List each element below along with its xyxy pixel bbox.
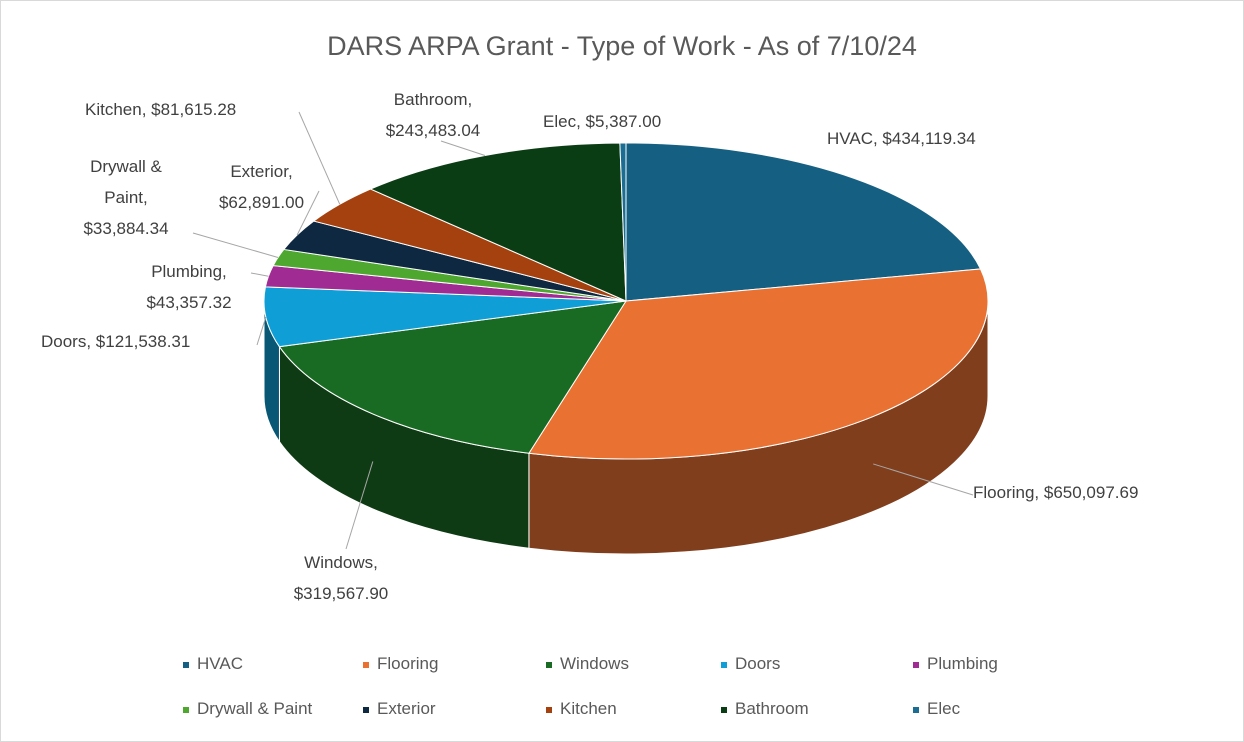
data-label: Drywall & Paint, $33,884.34 [83,157,169,238]
chart-title: DARS ARPA Grant - Type of Work - As of 7… [327,31,917,61]
legend-swatch [363,707,369,713]
leader-line [298,111,341,205]
data-label: Plumbing, $43,357.32 [146,262,232,312]
data-label: HVAC, $434,119.34 [827,129,976,148]
slice [528,268,989,460]
legend-label: Elec [927,699,961,718]
leader-line [440,140,486,156]
leader-line [256,316,267,346]
legend-label: Doors [735,654,781,673]
legend-label: HVAC [197,654,243,673]
slice [263,286,627,348]
legend-swatch [913,707,919,713]
leader-line [250,272,269,277]
data-label: Elec, $5,387.00 [543,112,662,131]
data-label: Bathroom, $243,483.04 [385,90,481,140]
leader-line [345,461,374,550]
legend-swatch [183,707,189,713]
leader-line [192,232,279,258]
legend-label: Exterior [377,699,436,718]
legend-swatch [183,662,189,668]
legend-label: Kitchen [560,699,617,718]
legend-swatch [721,662,727,668]
slice [625,142,982,302]
data-label: Kitchen, $81,615.28 [85,100,237,119]
legend-swatch [913,662,919,668]
legend-label: Drywall & Paint [197,699,313,718]
legend-label: Plumbing [927,654,998,673]
slice [278,300,627,454]
slice [619,142,627,302]
leader-line [873,463,974,496]
legend-label: Flooring [377,654,439,673]
legend-label: Windows [560,654,629,673]
legend-swatch [546,662,552,668]
data-label: Exterior, $62,891.00 [218,162,305,212]
data-label: Windows, $319,567.90 [293,553,389,603]
legend-swatch [546,707,552,713]
leader-line [296,190,320,236]
legend-swatch [363,662,369,668]
legend-swatch [721,707,727,713]
data-label: Flooring, $650,097.69 [973,483,1139,502]
legend-label: Bathroom [735,699,809,718]
slice [369,142,627,302]
data-label: Doors, $121,538.31 [41,332,191,351]
